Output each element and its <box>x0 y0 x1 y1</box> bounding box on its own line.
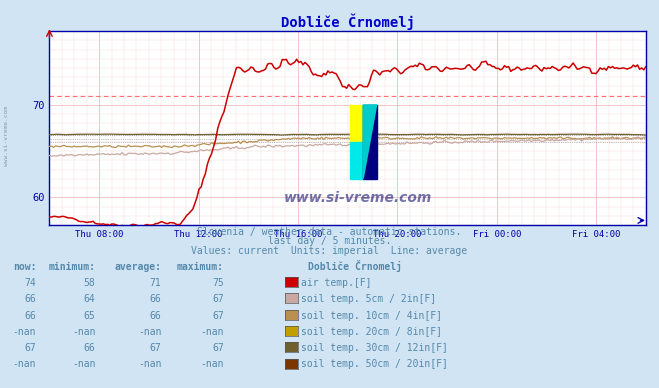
Text: www.si-vreme.com: www.si-vreme.com <box>283 191 432 205</box>
Text: -nan: -nan <box>138 327 161 337</box>
Text: www.si-vreme.com: www.si-vreme.com <box>4 106 9 166</box>
Text: 71: 71 <box>150 278 161 288</box>
Text: 66: 66 <box>24 294 36 304</box>
Text: Dobliče Črnomelj: Dobliče Črnomelj <box>308 260 403 272</box>
Text: 74: 74 <box>24 278 36 288</box>
Text: 67: 67 <box>212 343 224 353</box>
Bar <box>363 105 376 179</box>
Text: 58: 58 <box>84 278 96 288</box>
Polygon shape <box>363 105 376 179</box>
Text: air temp.[F]: air temp.[F] <box>301 278 372 288</box>
Text: 67: 67 <box>150 343 161 353</box>
Text: 66: 66 <box>84 343 96 353</box>
Text: 67: 67 <box>24 343 36 353</box>
Text: -nan: -nan <box>72 359 96 369</box>
Text: 66: 66 <box>150 294 161 304</box>
Text: -nan: -nan <box>138 359 161 369</box>
Text: Slovenia / weather data - automatic stations.: Slovenia / weather data - automatic stat… <box>197 227 462 237</box>
Text: 75: 75 <box>212 278 224 288</box>
Text: soil temp. 50cm / 20in[F]: soil temp. 50cm / 20in[F] <box>301 359 448 369</box>
Title: Dobliče Črnomelj: Dobliče Črnomelj <box>281 13 415 30</box>
Text: 66: 66 <box>24 310 36 320</box>
Text: 67: 67 <box>212 294 224 304</box>
Text: Values: current  Units: imperial  Line: average: Values: current Units: imperial Line: av… <box>191 246 468 256</box>
Text: 65: 65 <box>84 310 96 320</box>
Text: soil temp. 5cm / 2in[F]: soil temp. 5cm / 2in[F] <box>301 294 436 304</box>
Text: -nan: -nan <box>200 327 224 337</box>
Text: last day / 5 minutes.: last day / 5 minutes. <box>268 236 391 246</box>
Bar <box>350 142 363 179</box>
Text: soil temp. 30cm / 12in[F]: soil temp. 30cm / 12in[F] <box>301 343 448 353</box>
Text: minimum:: minimum: <box>49 262 96 272</box>
Text: now:: now: <box>13 262 36 272</box>
Text: 67: 67 <box>212 310 224 320</box>
Text: 66: 66 <box>150 310 161 320</box>
Text: soil temp. 20cm / 8in[F]: soil temp. 20cm / 8in[F] <box>301 327 442 337</box>
Text: -nan: -nan <box>72 327 96 337</box>
Text: average:: average: <box>115 262 161 272</box>
Text: 64: 64 <box>84 294 96 304</box>
Text: -nan: -nan <box>200 359 224 369</box>
Text: maximum:: maximum: <box>177 262 224 272</box>
Text: -nan: -nan <box>13 327 36 337</box>
Text: -nan: -nan <box>13 359 36 369</box>
Text: soil temp. 10cm / 4in[F]: soil temp. 10cm / 4in[F] <box>301 310 442 320</box>
Bar <box>350 105 363 142</box>
